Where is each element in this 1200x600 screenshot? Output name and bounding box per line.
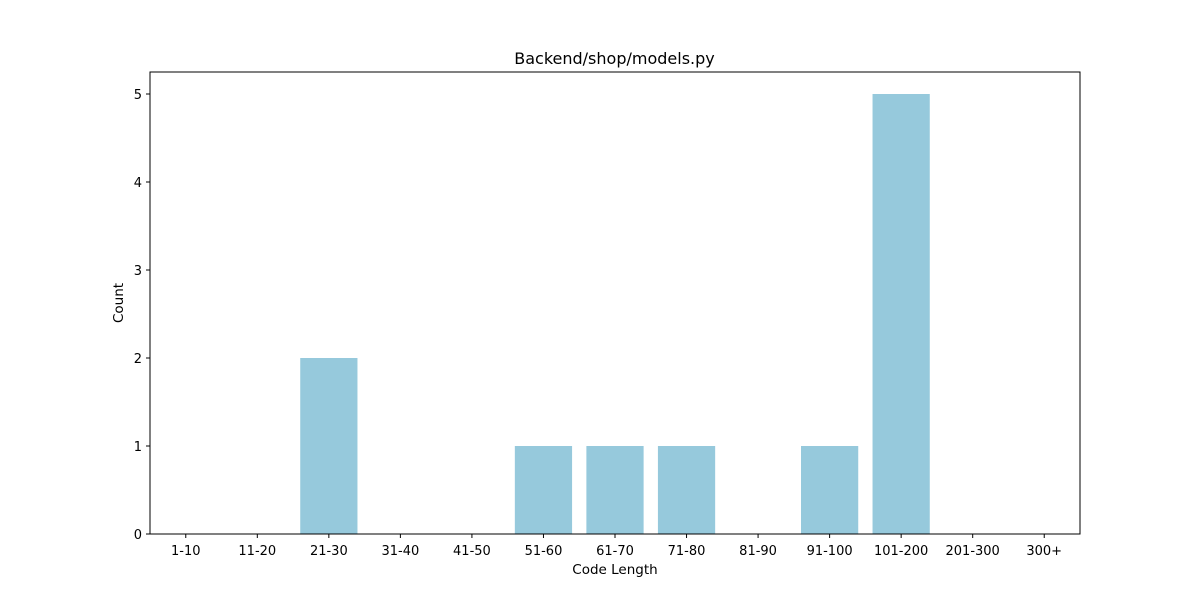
- bar-91-100: [801, 446, 859, 534]
- y-tick-label: 2: [134, 352, 142, 367]
- bar-21-30: [300, 358, 358, 534]
- y-tick-label: 5: [134, 88, 142, 103]
- bar-61-70: [586, 446, 644, 534]
- y-tick-label: 1: [134, 440, 142, 455]
- bar-101-200: [872, 94, 930, 534]
- x-axis: 1-10 11-20 21-30 31-40 41-50 51-60 61-70 71-80 8…: [171, 534, 1062, 559]
- x-tick-label: 300+: [1026, 544, 1062, 559]
- bars-group: [300, 94, 930, 534]
- x-tick-label: 51-60: [525, 544, 563, 559]
- x-tick-label: 61-70: [596, 544, 634, 559]
- x-tick-label: 21-30: [310, 544, 348, 559]
- x-tick-label: 91-100: [807, 544, 853, 559]
- bar-71-80: [657, 446, 716, 534]
- x-tick-label: 101-200: [874, 544, 928, 559]
- x-tick-label: 11-20: [238, 544, 276, 559]
- x-tick-label: 71-80: [668, 544, 706, 559]
- x-axis-label: Code Length: [572, 562, 657, 578]
- y-tick-label: 3: [134, 264, 142, 279]
- y-axis: 0 1 2 3 4 5: [134, 88, 150, 543]
- chart-title: Backend/shop/models.py: [514, 49, 714, 68]
- x-tick-label: 201-300: [946, 544, 1000, 559]
- x-tick-label: 41-50: [453, 544, 491, 559]
- x-tick-label: 31-40: [381, 544, 419, 559]
- y-tick-label: 4: [134, 176, 142, 191]
- y-axis-label: Count: [111, 283, 127, 323]
- bar-51-60: [514, 446, 573, 534]
- x-tick-label: 1-10: [171, 544, 201, 559]
- x-tick-label: 81-90: [739, 544, 777, 559]
- y-tick-label: 0: [134, 528, 142, 543]
